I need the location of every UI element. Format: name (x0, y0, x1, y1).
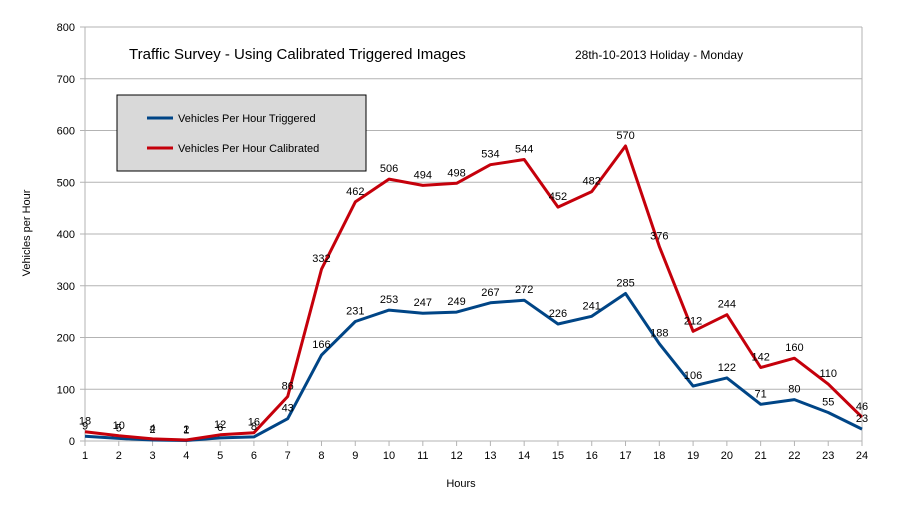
data-label-calibrated: 462 (346, 186, 364, 198)
x-tick-label: 14 (518, 450, 530, 462)
x-tick-label: 22 (788, 450, 800, 462)
data-label-triggered: 23 (856, 413, 868, 425)
data-label-calibrated: 376 (650, 230, 668, 242)
data-label-calibrated: 10 (113, 420, 125, 432)
series-lines (84, 144, 864, 442)
data-label-calibrated: 86 (282, 380, 294, 392)
data-label-triggered: 122 (718, 362, 736, 374)
y-tick-label: 600 (57, 126, 75, 138)
data-label-calibrated: 544 (515, 143, 533, 155)
data-label-triggered: 249 (447, 296, 465, 308)
x-tick-labels: 1 2 3 4 5 6 7 8 9 10 11 12 13 14 15 16 17 18 19 20 21 22 23 24 (82, 450, 868, 462)
data-label-triggered: 55 (822, 397, 834, 409)
y-tick-label: 500 (57, 177, 75, 189)
data-label-triggered: 272 (515, 284, 533, 296)
data-label-triggered: 188 (650, 328, 668, 340)
data-label-calibrated: 452 (549, 191, 567, 203)
grid-lines (85, 26, 863, 441)
data-label-calibrated: 12 (214, 419, 226, 431)
x-tick-label: 17 (619, 450, 631, 462)
x-tick-label: 19 (687, 450, 699, 462)
data-label-triggered: 2 (150, 424, 156, 436)
data-label-triggered: 166 (312, 339, 330, 351)
data-label-calibrated: 2 (183, 424, 189, 436)
data-label-triggered: 247 (414, 297, 432, 309)
data-label-triggered: 285 (616, 278, 634, 290)
data-label-triggered: 6 (217, 422, 223, 434)
data-label-triggered: 267 (481, 287, 499, 299)
data-label-calibrated: 494 (414, 169, 432, 181)
data-label-calibrated: 110 (819, 368, 837, 380)
x-tick-label: 16 (586, 450, 598, 462)
legend-entry-calibrated: Vehicles Per Hour Calibrated (178, 143, 319, 155)
x-tick-label: 9 (352, 450, 358, 462)
data-label-calibrated: 534 (481, 149, 499, 161)
x-tick-label: 8 (318, 450, 324, 462)
data-label-triggered: 231 (346, 305, 364, 317)
x-tick-label: 13 (484, 450, 496, 462)
y-tick-label: 300 (57, 281, 75, 293)
x-tick-label: 23 (822, 450, 834, 462)
x-tick-label: 15 (552, 450, 564, 462)
data-label-calibrated: 16 (248, 417, 260, 429)
x-axis-label: Hours (446, 478, 476, 490)
x-tick-label: 5 (217, 450, 223, 462)
chart-title: Traffic Survey - Using Calibrated Trigge… (129, 46, 466, 63)
data-label-calibrated: 142 (751, 352, 769, 364)
data-label-triggered: 9 (82, 420, 88, 432)
data-label-triggered: 1 (183, 424, 189, 436)
data-label-triggered: 5 (116, 422, 122, 434)
legend-entry-triggered: Vehicles Per Hour Triggered (178, 113, 316, 125)
axes (80, 26, 863, 446)
x-tick-label: 2 (116, 450, 122, 462)
legend: Vehicles Per Hour Triggered Vehicles Per… (116, 94, 367, 172)
data-label-triggered: 253 (380, 294, 398, 306)
x-tick-label: 18 (653, 450, 665, 462)
legend-box (116, 94, 367, 172)
y-tick-label: 700 (57, 74, 75, 86)
data-label-calibrated: 160 (785, 342, 803, 354)
data-label-triggered: 71 (755, 388, 767, 400)
y-tick-label: 400 (57, 229, 75, 241)
data-label-triggered: 43 (282, 403, 294, 415)
data-label-triggered: 106 (684, 370, 702, 382)
y-tick-label: 200 (57, 333, 75, 345)
data-label-calibrated: 18 (79, 416, 91, 428)
data-label-calibrated: 212 (684, 315, 702, 327)
data-label-calibrated: 4 (150, 423, 156, 435)
y-tick-label: 0 (69, 436, 75, 448)
x-tick-label: 20 (721, 450, 733, 462)
y-tick-label: 100 (57, 384, 75, 396)
x-tick-label: 1 (82, 450, 88, 462)
series-line-triggered (84, 292, 863, 442)
x-tick-label: 6 (251, 450, 257, 462)
data-label-calibrated: 46 (856, 401, 868, 413)
series-line-calibrated (84, 144, 864, 442)
x-tick-label: 7 (285, 450, 291, 462)
data-label-calibrated: 506 (380, 163, 398, 175)
data-label-calibrated: 482 (583, 176, 601, 188)
data-label-triggered: 80 (788, 384, 800, 396)
y-tick-label: 800 (57, 22, 75, 34)
x-tick-label: 10 (383, 450, 395, 462)
x-tick-label: 11 (417, 450, 428, 462)
x-tick-label: 21 (755, 450, 767, 462)
data-label-calibrated: 570 (616, 130, 634, 142)
y-axis-label: Vehicles per Hour (21, 189, 33, 276)
data-label-calibrated: 498 (447, 167, 465, 179)
data-label-triggered: 226 (549, 308, 567, 320)
y-tick-labels: 0 100 200 300 400 500 600 700 800 (57, 22, 75, 448)
data-label-calibrated: 332 (312, 253, 330, 265)
x-tick-label: 12 (450, 450, 462, 462)
x-tick-label: 3 (150, 450, 156, 462)
x-tick-label: 4 (183, 450, 189, 462)
data-label-triggered: 241 (583, 300, 601, 312)
data-label-triggered: 8 (251, 421, 257, 433)
data-label-calibrated: 244 (718, 299, 736, 311)
x-tick-label: 24 (856, 450, 868, 462)
chart-subtitle: 28th-10-2013 Holiday - Monday (575, 48, 743, 62)
